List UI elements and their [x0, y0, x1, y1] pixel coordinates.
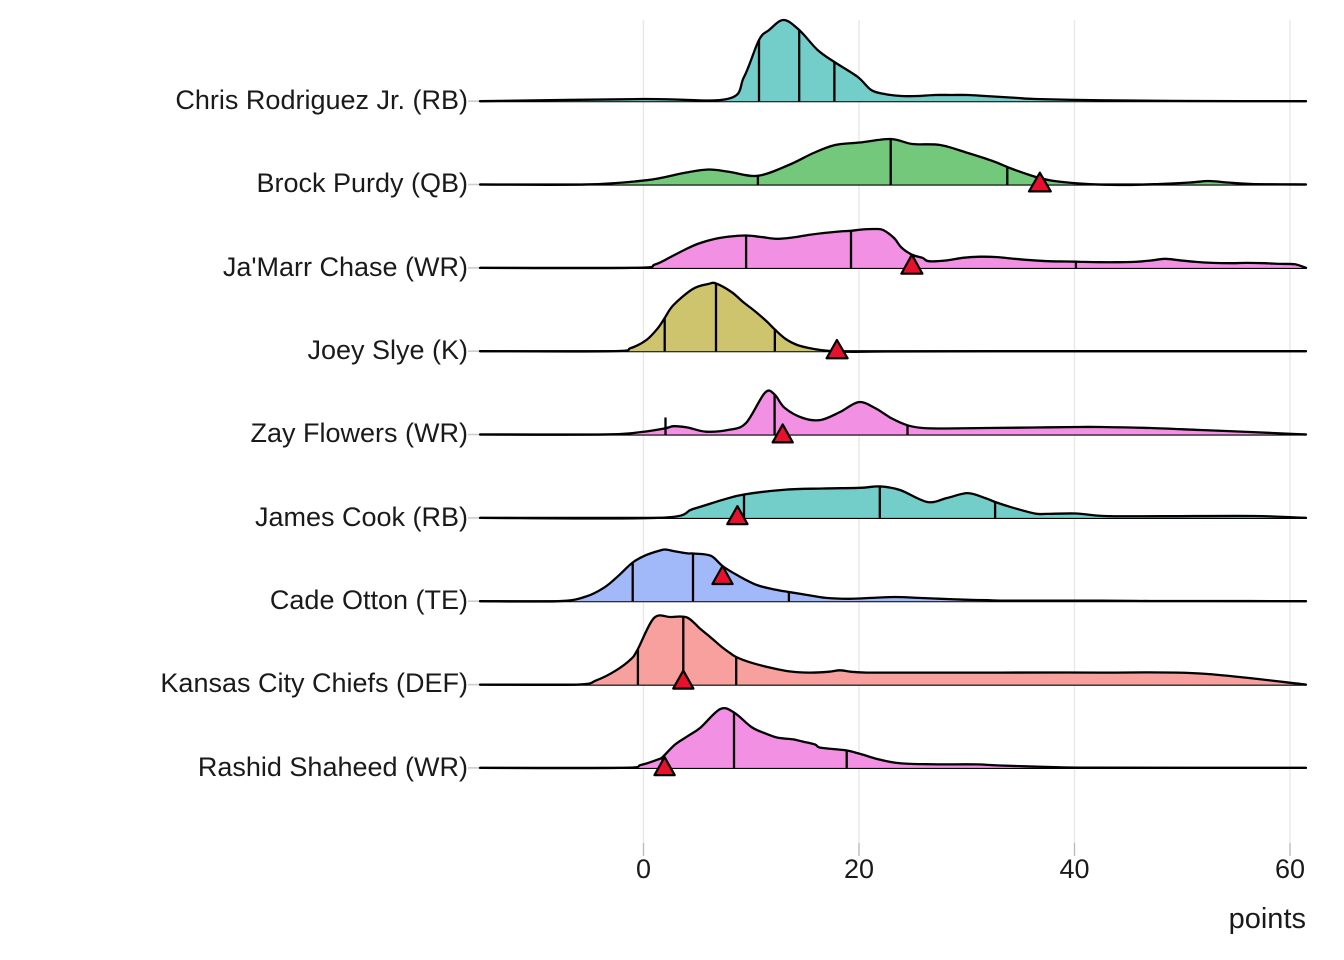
svg-text:points: points: [1229, 903, 1306, 935]
svg-text:Kansas City Chiefs (DEF): Kansas City Chiefs (DEF): [160, 668, 468, 698]
svg-text:Chris Rodriguez Jr. (RB): Chris Rodriguez Jr. (RB): [175, 85, 468, 115]
svg-text:James Cook (RB): James Cook (RB): [255, 502, 468, 532]
svg-text:20: 20: [844, 854, 874, 884]
svg-text:Brock Purdy (QB): Brock Purdy (QB): [256, 168, 468, 198]
svg-text:40: 40: [1059, 854, 1089, 884]
svg-text:Joey Slye (K): Joey Slye (K): [307, 335, 468, 365]
svg-text:Ja'Marr Chase (WR): Ja'Marr Chase (WR): [223, 252, 468, 282]
svg-text:60: 60: [1275, 854, 1305, 884]
svg-text:Zay Flowers (WR): Zay Flowers (WR): [251, 418, 469, 448]
svg-text:0: 0: [636, 854, 651, 884]
svg-text:Rashid Shaheed (WR): Rashid Shaheed (WR): [198, 752, 468, 782]
svg-text:Cade Otton (TE): Cade Otton (TE): [270, 585, 468, 615]
